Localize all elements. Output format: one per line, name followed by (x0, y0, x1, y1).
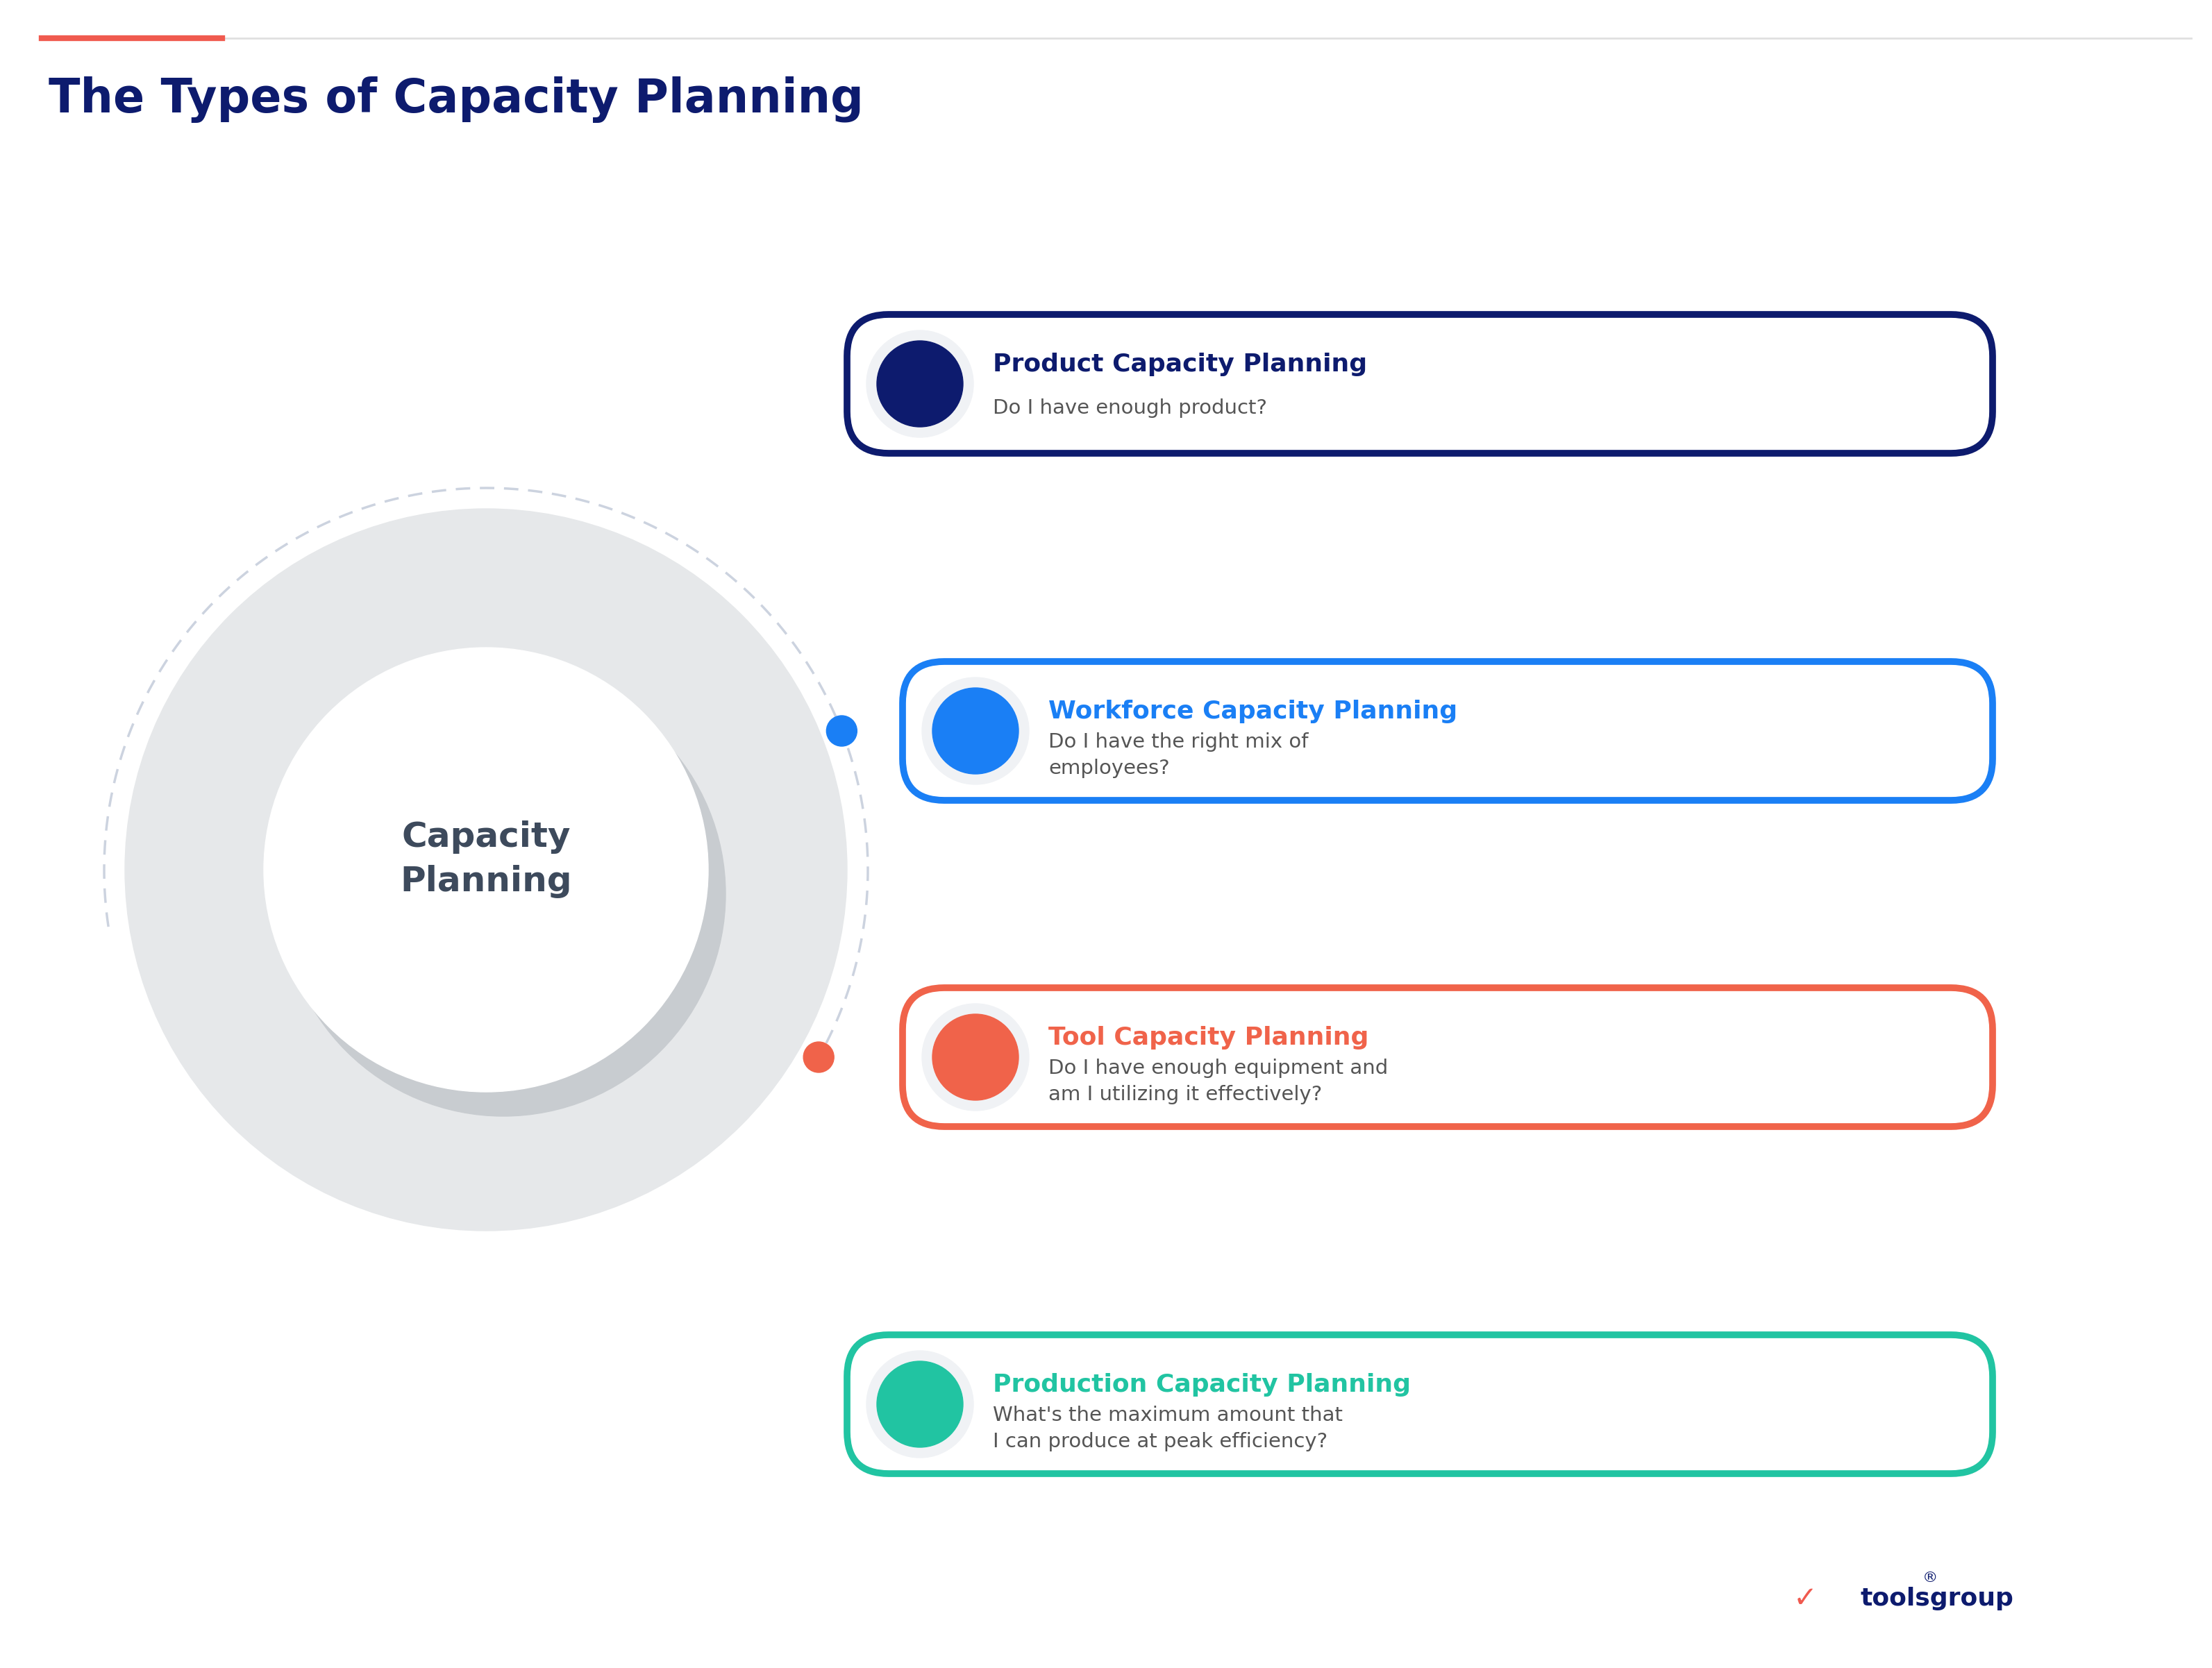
Text: Production Capacity Planning: Production Capacity Planning (993, 1373, 1411, 1396)
Circle shape (827, 716, 856, 746)
Text: toolsgroup: toolsgroup (1860, 1586, 2015, 1610)
Text: ✓: ✓ (1794, 1585, 1818, 1613)
Text: Do I have enough product?: Do I have enough product? (993, 399, 1267, 419)
Circle shape (933, 1014, 1018, 1101)
FancyBboxPatch shape (847, 315, 1993, 454)
Circle shape (876, 1361, 962, 1448)
Text: Capacity
Planning: Capacity Planning (400, 821, 573, 897)
Circle shape (867, 1351, 973, 1458)
Circle shape (263, 647, 708, 1093)
Text: Do I have the right mix of
employees?: Do I have the right mix of employees? (1048, 732, 1307, 777)
FancyBboxPatch shape (902, 662, 1993, 801)
Circle shape (852, 369, 883, 399)
Circle shape (281, 672, 726, 1116)
Circle shape (922, 1004, 1029, 1111)
Circle shape (852, 1389, 883, 1419)
Text: The Types of Capacity Planning: The Types of Capacity Planning (49, 77, 863, 123)
FancyBboxPatch shape (902, 987, 1993, 1126)
Text: ®: ® (1922, 1571, 1938, 1585)
Circle shape (922, 677, 1029, 784)
Circle shape (876, 340, 962, 427)
Text: Do I have enough equipment and
am I utilizing it effectively?: Do I have enough equipment and am I util… (1048, 1059, 1389, 1104)
FancyBboxPatch shape (847, 1334, 1993, 1473)
Text: Product Capacity Planning: Product Capacity Planning (993, 352, 1367, 377)
Circle shape (867, 330, 973, 437)
Circle shape (803, 1042, 834, 1073)
Text: What's the maximum amount that
I can produce at peak efficiency?: What's the maximum amount that I can pro… (993, 1406, 1343, 1451)
Circle shape (124, 509, 847, 1231)
Text: Tool Capacity Planning: Tool Capacity Planning (1048, 1026, 1369, 1049)
Circle shape (933, 687, 1018, 774)
Text: Workforce Capacity Planning: Workforce Capacity Planning (1048, 699, 1458, 724)
